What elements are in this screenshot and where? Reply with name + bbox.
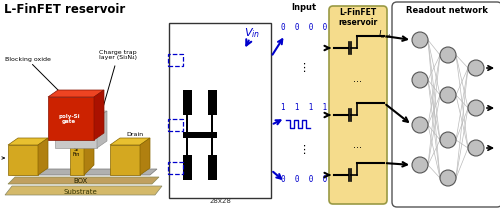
Circle shape — [440, 170, 456, 186]
Text: 1  1  1  1: 1 1 1 1 — [281, 103, 327, 112]
Circle shape — [440, 47, 456, 63]
Circle shape — [440, 132, 456, 148]
Polygon shape — [94, 90, 104, 140]
Polygon shape — [12, 169, 157, 175]
FancyBboxPatch shape — [169, 23, 271, 198]
FancyBboxPatch shape — [392, 2, 500, 207]
Polygon shape — [183, 158, 192, 180]
Circle shape — [468, 140, 484, 156]
Text: Drain: Drain — [126, 132, 144, 137]
Polygon shape — [110, 145, 140, 175]
Text: Source: Source — [0, 155, 4, 161]
Text: Substrate: Substrate — [63, 189, 97, 195]
Polygon shape — [70, 121, 94, 128]
Text: 0  0  0  0: 0 0 0 0 — [281, 176, 327, 185]
FancyBboxPatch shape — [329, 6, 387, 204]
Text: Si
Fin: Si Fin — [72, 147, 80, 157]
Text: $V_{in}$: $V_{in}$ — [244, 26, 260, 40]
Polygon shape — [208, 158, 217, 180]
Text: 28x28: 28x28 — [209, 198, 231, 204]
Text: poly-Si
gate: poly-Si gate — [58, 114, 80, 124]
Polygon shape — [140, 138, 150, 175]
Circle shape — [412, 157, 428, 173]
Text: L-FinFET
reservoir: L-FinFET reservoir — [338, 8, 378, 27]
Polygon shape — [48, 97, 94, 140]
Text: L-FinFET reservoir: L-FinFET reservoir — [4, 3, 125, 16]
Text: ⋮: ⋮ — [298, 145, 310, 155]
Text: ···: ··· — [354, 77, 362, 87]
Polygon shape — [84, 121, 94, 175]
Polygon shape — [183, 90, 192, 112]
Text: ···: ··· — [354, 143, 362, 153]
Polygon shape — [208, 110, 217, 160]
Text: BOX: BOX — [73, 178, 87, 184]
Text: Charge trap
layer (Si₃N₄): Charge trap layer (Si₃N₄) — [99, 50, 137, 114]
Polygon shape — [97, 111, 107, 148]
Polygon shape — [8, 145, 38, 175]
Polygon shape — [208, 90, 217, 112]
Polygon shape — [8, 177, 159, 184]
Circle shape — [468, 100, 484, 116]
Polygon shape — [70, 128, 84, 175]
Text: Readout network: Readout network — [406, 6, 488, 15]
Polygon shape — [55, 118, 97, 148]
Text: $I_{out}$: $I_{out}$ — [378, 29, 392, 41]
Polygon shape — [183, 110, 192, 160]
Circle shape — [412, 32, 428, 48]
Text: 0  0  0  0: 0 0 0 0 — [281, 23, 327, 33]
Circle shape — [412, 72, 428, 88]
Text: Input: Input — [292, 3, 316, 12]
Polygon shape — [183, 132, 217, 138]
Polygon shape — [110, 138, 150, 145]
Circle shape — [440, 87, 456, 103]
Polygon shape — [8, 138, 48, 145]
Polygon shape — [48, 90, 104, 97]
Polygon shape — [55, 111, 107, 118]
Polygon shape — [38, 138, 48, 175]
Circle shape — [468, 60, 484, 76]
Polygon shape — [5, 186, 162, 195]
Text: ⋮: ⋮ — [298, 63, 310, 73]
Circle shape — [412, 117, 428, 133]
Text: Blocking oxide: Blocking oxide — [5, 57, 62, 94]
